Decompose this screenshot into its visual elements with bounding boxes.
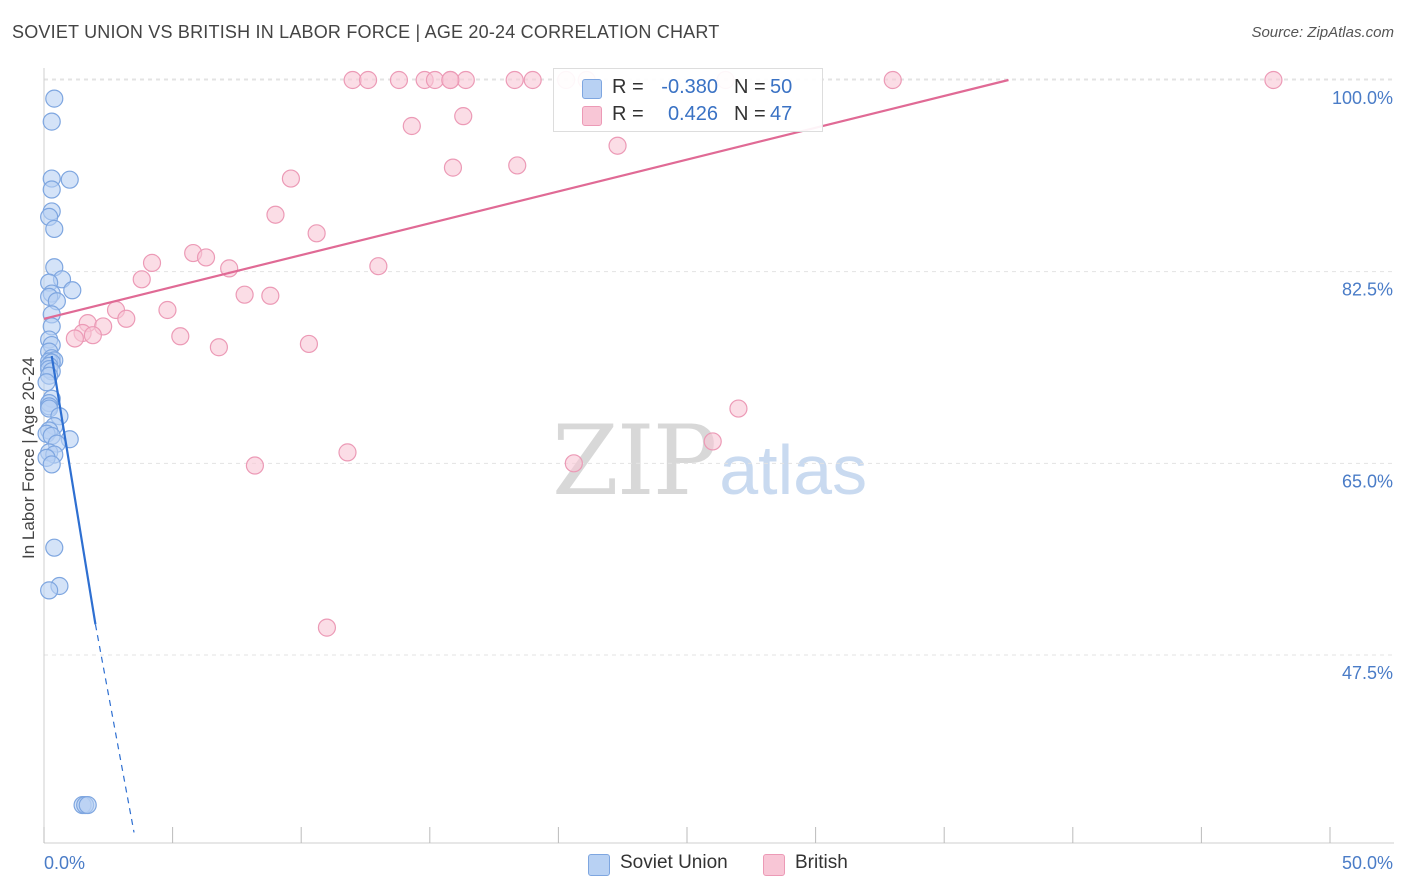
- soviet-union-point: [78, 795, 97, 815]
- legend-row-british: R = 0.426 N = 47: [554, 102, 822, 128]
- british-point: [564, 454, 583, 473]
- soviet-union-point: [60, 170, 79, 189]
- british-point: [235, 285, 254, 304]
- british-point: [343, 70, 362, 90]
- legend-label: Soviet Union: [620, 852, 728, 873]
- british-point: [402, 116, 421, 136]
- british-point: [317, 618, 337, 637]
- british-swatch: [582, 106, 602, 126]
- british-point: [158, 300, 177, 320]
- legend-label: British: [795, 852, 848, 873]
- soviet-union-point: [45, 89, 64, 108]
- british-point: [117, 309, 136, 328]
- soviet-union-point: [63, 281, 82, 300]
- data-points: [37, 70, 1283, 815]
- y-axis-label: In Labor Force | Age 20-24: [19, 357, 38, 559]
- british-point: [132, 270, 151, 289]
- grid-lines: [44, 78, 1394, 656]
- british-swatch: [763, 854, 785, 876]
- british-point: [508, 156, 527, 175]
- r-label: R =: [612, 103, 644, 125]
- soviet-union-point: [42, 180, 61, 199]
- british-point: [171, 327, 190, 346]
- n-value: 47: [770, 103, 793, 125]
- british-point: [523, 70, 542, 90]
- chart-title: SOVIET UNION VS BRITISH IN LABOR FORCE |…: [12, 22, 720, 42]
- soviet-union-point: [37, 373, 56, 392]
- british-point: [299, 334, 319, 354]
- n-value: 50: [770, 76, 793, 98]
- x-tick-label: 0.0%: [44, 853, 85, 873]
- british-point: [142, 253, 162, 273]
- n-label: N =: [734, 76, 766, 98]
- british-point: [65, 329, 84, 348]
- watermark-atlas: atlas: [719, 431, 868, 509]
- correlation-legend: R = -0.380 N = 50 R = 0.426 N = 47: [553, 68, 823, 132]
- y-tick-label: 65.0%: [1342, 471, 1393, 491]
- british-point: [83, 326, 102, 345]
- r-value: -0.380: [661, 76, 718, 98]
- soviet-union-point: [42, 112, 61, 131]
- series-legend: Soviet Union British: [0, 852, 1406, 878]
- british-point: [703, 432, 722, 451]
- soviet-union-point: [42, 455, 61, 474]
- r-label: R =: [612, 76, 644, 98]
- soviet-union-swatch: [588, 854, 610, 876]
- british-point: [369, 257, 388, 276]
- axes: [43, 68, 1394, 844]
- british-point: [456, 70, 475, 90]
- british-point: [441, 70, 460, 90]
- british-point: [443, 158, 463, 177]
- r-value: 0.426: [667, 103, 718, 125]
- tick-labels: 100.0% 82.5% 65.0% 47.5% 0.0% 50.0%: [44, 88, 1393, 873]
- british-trendline: [43, 78, 1009, 320]
- y-tick-label: 82.5%: [1342, 280, 1393, 300]
- soviet-union-trendline-extension: [94, 624, 135, 833]
- british-point: [358, 70, 378, 90]
- british-point: [261, 286, 280, 305]
- british-point: [425, 70, 445, 90]
- soviet-union-point: [45, 219, 64, 239]
- british-point: [1264, 70, 1283, 90]
- source-label: Source: ZipAtlas.com: [1251, 24, 1394, 41]
- n-label: N =: [734, 103, 766, 125]
- soviet-union-point: [40, 581, 59, 600]
- british-point: [505, 70, 524, 90]
- british-point: [883, 70, 902, 90]
- y-tick-label: 100.0%: [1332, 88, 1393, 108]
- british-point: [196, 248, 216, 267]
- british-point: [729, 399, 748, 418]
- british-point: [281, 169, 301, 188]
- british-point: [266, 205, 285, 224]
- british-point: [454, 107, 473, 126]
- british-point: [307, 224, 326, 243]
- trend-lines: [43, 78, 1009, 833]
- british-point: [608, 136, 627, 155]
- soviet-union-swatch: [582, 79, 602, 99]
- x-tick-label: 50.0%: [1342, 853, 1393, 873]
- british-point: [338, 443, 357, 462]
- british-point: [245, 456, 265, 475]
- soviet-union-point: [45, 538, 64, 557]
- y-tick-label: 47.5%: [1342, 663, 1393, 683]
- british-point: [389, 70, 409, 90]
- legend-row-soviet-union: R = -0.380 N = 50: [554, 75, 822, 101]
- british-point: [209, 338, 228, 357]
- soviet-union-trendline: [50, 355, 97, 625]
